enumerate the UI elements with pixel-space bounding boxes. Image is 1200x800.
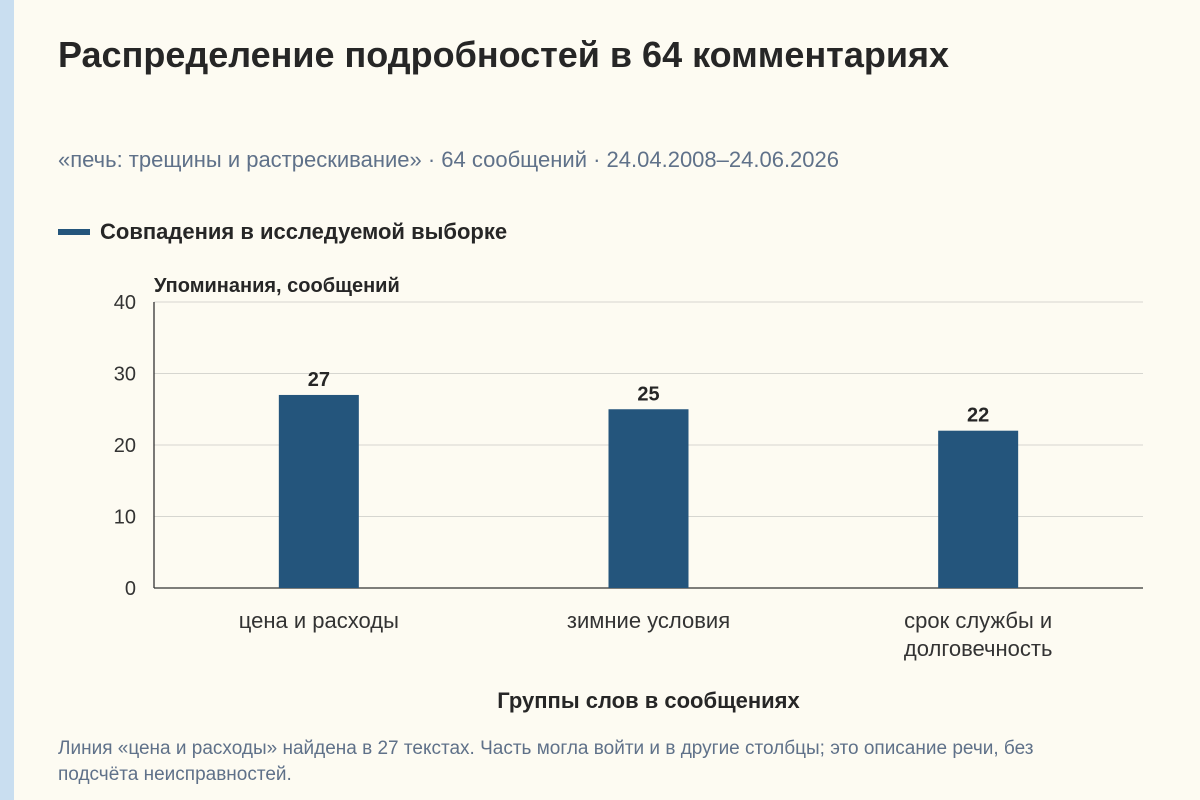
footnote: Линия «цена и расходы» найдена в 27 текс… (58, 738, 1034, 785)
x-tick-label: долговечность (904, 636, 1053, 661)
bar (608, 409, 689, 588)
y-tick-label: 0 (125, 578, 136, 600)
legend-swatch (58, 229, 90, 235)
y-tick-label: 40 (114, 292, 136, 314)
bar (278, 394, 359, 588)
left-accent-strip (0, 0, 14, 800)
legend-label: Совпадения в исследуемой выборке (100, 219, 508, 244)
bar (938, 430, 1019, 588)
y-axis-label: Упоминания, сообщений (154, 275, 400, 297)
x-tick-label: цена и расходы (239, 608, 399, 633)
bar-value-label: 27 (308, 369, 330, 391)
chart-title: Распределение подробностей в 64 коммента… (58, 34, 949, 75)
bar-value-label: 22 (967, 405, 989, 427)
x-tick-label: зимние условия (567, 608, 730, 633)
x-tick-label: срок службы и (904, 608, 1052, 633)
y-tick-label: 30 (114, 364, 136, 386)
y-tick-label: 20 (114, 435, 136, 457)
x-axis-label: Группы слов в сообщениях (497, 688, 800, 713)
legend: Совпадения в исследуемой выборке (58, 219, 507, 245)
bar-value-label: 25 (637, 383, 659, 405)
chart-subtitle: «печь: трещины и растрескивание» · 64 со… (58, 147, 839, 172)
y-tick-label: 10 (114, 507, 136, 529)
